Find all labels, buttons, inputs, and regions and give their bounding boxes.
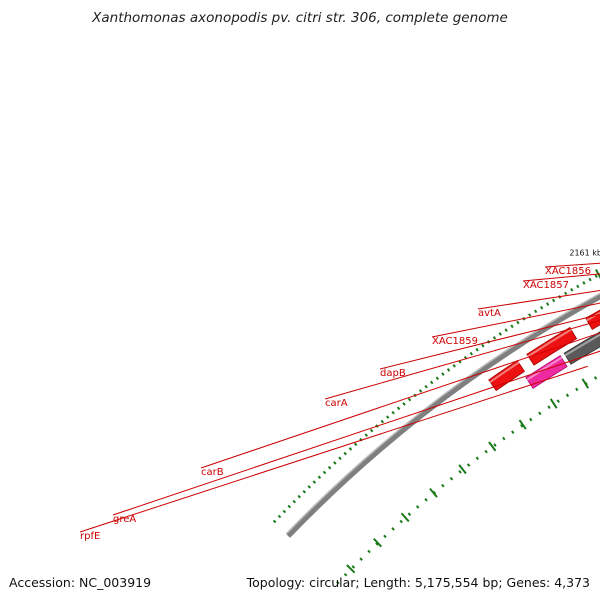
- kbp-label: 2161 kbp: [569, 248, 600, 257]
- label-layer: 2149 kbp2150 kbp2151 kbp2152 kbp2153 kbp…: [80, 248, 600, 542]
- gene-leader-line: [431, 302, 600, 338]
- gene-label[interactable]: carA: [325, 398, 348, 409]
- gene-greA-fwd-gloss: [585, 311, 600, 322]
- gene-edge-fwd[interactable]: [488, 359, 526, 392]
- gene-leader-line: [79, 365, 588, 533]
- inner-tick: [373, 538, 383, 548]
- gene-label[interactable]: dapB: [380, 368, 406, 379]
- gene-leader-line: [200, 332, 600, 469]
- inner-tick: [458, 464, 467, 475]
- gene-rpfE-fwd[interactable]: [526, 326, 578, 366]
- backbone-track: [285, 292, 600, 538]
- gene-rpfE-grey-gloss: [563, 333, 600, 357]
- gene-label[interactable]: greA: [113, 514, 136, 525]
- map-title: Xanthomonas axonopodis pv. citri str. 30…: [92, 10, 508, 26]
- inner-tick: [400, 512, 410, 523]
- accession-text: Accession: NC_003919: [9, 575, 152, 590]
- inner-tick: [518, 419, 527, 430]
- gene-leader-line: [379, 313, 600, 370]
- genome-backbone: [286, 294, 600, 538]
- gene-leader-line: [112, 350, 600, 516]
- genome-summary-text: Topology: circular; Length: 5,175,554 bp…: [246, 575, 590, 590]
- gene-rpfE[interactable]: [525, 355, 568, 390]
- gene-label[interactable]: carB: [201, 467, 224, 478]
- inner-tick: [549, 398, 558, 409]
- gene-label[interactable]: XAC1857: [523, 280, 569, 291]
- gene-label[interactable]: XAC1856: [545, 266, 591, 277]
- inner-tick: [581, 378, 590, 389]
- gene-label[interactable]: XAC1859: [432, 336, 478, 347]
- feature-track: [488, 309, 600, 392]
- outer-tick-dots: [272, 272, 600, 524]
- inner-tick: [429, 488, 438, 498]
- inner-tick-dots: [336, 373, 600, 585]
- gene-leader-line: [544, 262, 600, 268]
- gene-label[interactable]: rpfE: [80, 531, 100, 542]
- gene-leader-line: [324, 320, 600, 400]
- label-leaders: [79, 262, 600, 533]
- inner-tick: [488, 441, 497, 452]
- gene-rpfE-grey[interactable]: [563, 328, 600, 365]
- inner-tick: [346, 564, 356, 574]
- genome-backbone-highlight: [285, 292, 600, 535]
- gene-rpfE-gloss: [525, 356, 564, 382]
- gene-edge-fwd-gloss: [488, 361, 521, 384]
- gene-label[interactable]: avtA: [478, 308, 501, 319]
